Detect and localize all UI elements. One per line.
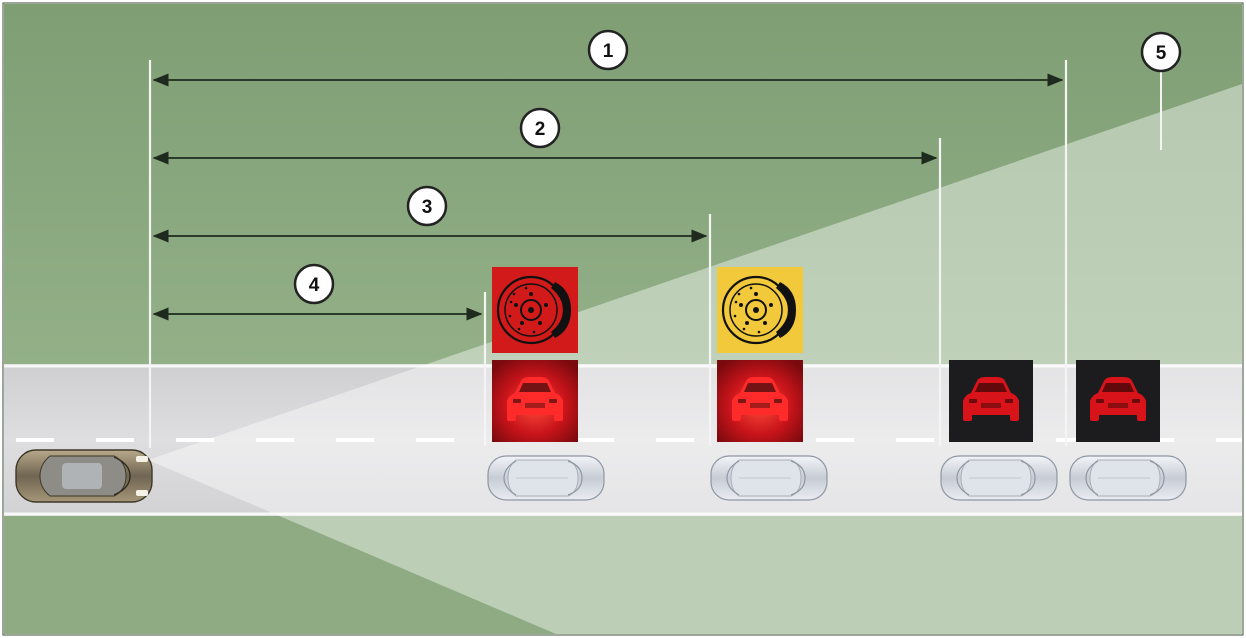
callout-4-number: 4 bbox=[309, 275, 320, 296]
callout-2: 2 bbox=[519, 107, 561, 149]
reference-lines bbox=[148, 60, 1068, 448]
callout-3: 3 bbox=[406, 185, 448, 227]
callout-2-number: 2 bbox=[535, 119, 546, 140]
field-lower bbox=[4, 516, 1242, 634]
vehicle-ahead-zone-1 bbox=[1069, 455, 1187, 501]
callout-1-number: 1 bbox=[603, 41, 614, 62]
zone-1-warning bbox=[1076, 360, 1160, 442]
callout-1: 1 bbox=[587, 29, 629, 71]
callout-3-number: 3 bbox=[422, 197, 433, 218]
callout-5-number: 5 bbox=[1156, 43, 1167, 64]
vehicle-ahead-zone-2 bbox=[940, 455, 1058, 501]
ego-vehicle bbox=[15, 449, 153, 503]
vehicle-ahead-zone-4 bbox=[487, 455, 605, 501]
callout-5: 5 bbox=[1140, 31, 1182, 150]
zone-3-warning bbox=[717, 267, 803, 442]
callout-4: 4 bbox=[293, 263, 335, 305]
dimension-arrows bbox=[152, 73, 1064, 321]
zone-2-warning bbox=[949, 360, 1033, 442]
vehicle-ahead-zone-3 bbox=[710, 455, 828, 501]
field-upper bbox=[4, 4, 1242, 364]
zone-4-warning bbox=[492, 267, 578, 442]
